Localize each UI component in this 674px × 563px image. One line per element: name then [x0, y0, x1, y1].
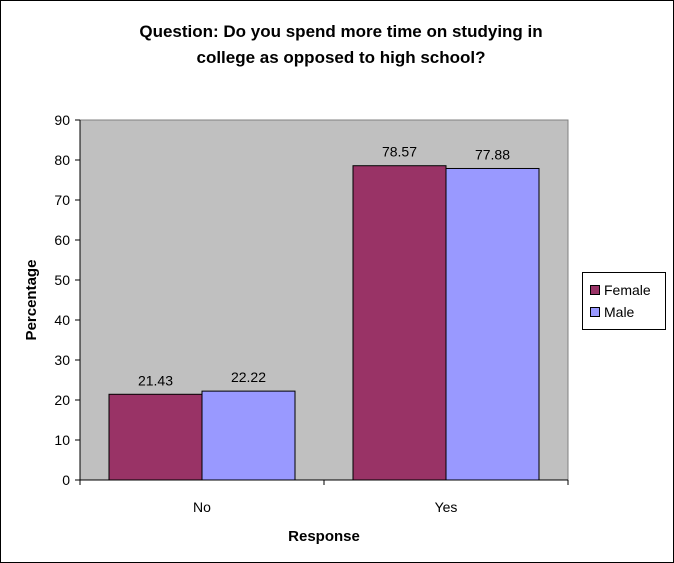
y-tick-label: 50 [54, 272, 70, 288]
chart-title-line-1: Question: Do you spend more time on stud… [139, 22, 543, 41]
data-label-female-yes: 78.57 [382, 144, 417, 160]
y-tick-label: 60 [54, 232, 70, 248]
bars [108, 165, 540, 481]
legend-item-female: Female [590, 279, 665, 301]
legend-label-male: Male [604, 304, 635, 320]
legend: Female Male [582, 272, 666, 330]
data-labels: 21.43 22.22 78.57 77.88 [138, 144, 510, 389]
legend-label-female: Female [604, 282, 651, 298]
y-tick-label: 90 [54, 112, 70, 128]
data-label-male-no: 22.22 [231, 369, 266, 385]
x-category-label-no: No [193, 499, 211, 515]
y-tick-label: 80 [54, 152, 70, 168]
data-label-female-no: 21.43 [138, 372, 173, 388]
x-axis-title: Response [288, 528, 360, 545]
bar-male-no [201, 390, 296, 481]
legend-swatch-female [590, 285, 600, 295]
y-axis-ticks: 0 10 20 30 40 50 60 70 80 90 [54, 112, 80, 488]
data-label-male-yes: 77.88 [475, 146, 510, 162]
y-axis-title: Percentage [23, 260, 40, 341]
y-tick-label: 30 [54, 352, 70, 368]
y-tick-label: 20 [54, 392, 70, 408]
y-tick-label: 40 [54, 312, 70, 328]
y-tick-label: 70 [54, 192, 70, 208]
y-tick-label: 10 [54, 432, 70, 448]
x-axis-categories: No Yes [79, 480, 569, 515]
chart-title-line-2: college as opposed to high school? [196, 48, 486, 67]
bar-female-yes [352, 165, 447, 481]
legend-swatch-male [590, 307, 600, 317]
x-category-label-yes: Yes [435, 499, 458, 515]
bar-male-yes [445, 167, 540, 481]
legend-item-male: Male [590, 301, 665, 323]
y-tick-label: 0 [62, 472, 70, 488]
bar-female-no [108, 393, 203, 481]
chart-title: Question: Do you spend more time on stud… [41, 19, 641, 71]
